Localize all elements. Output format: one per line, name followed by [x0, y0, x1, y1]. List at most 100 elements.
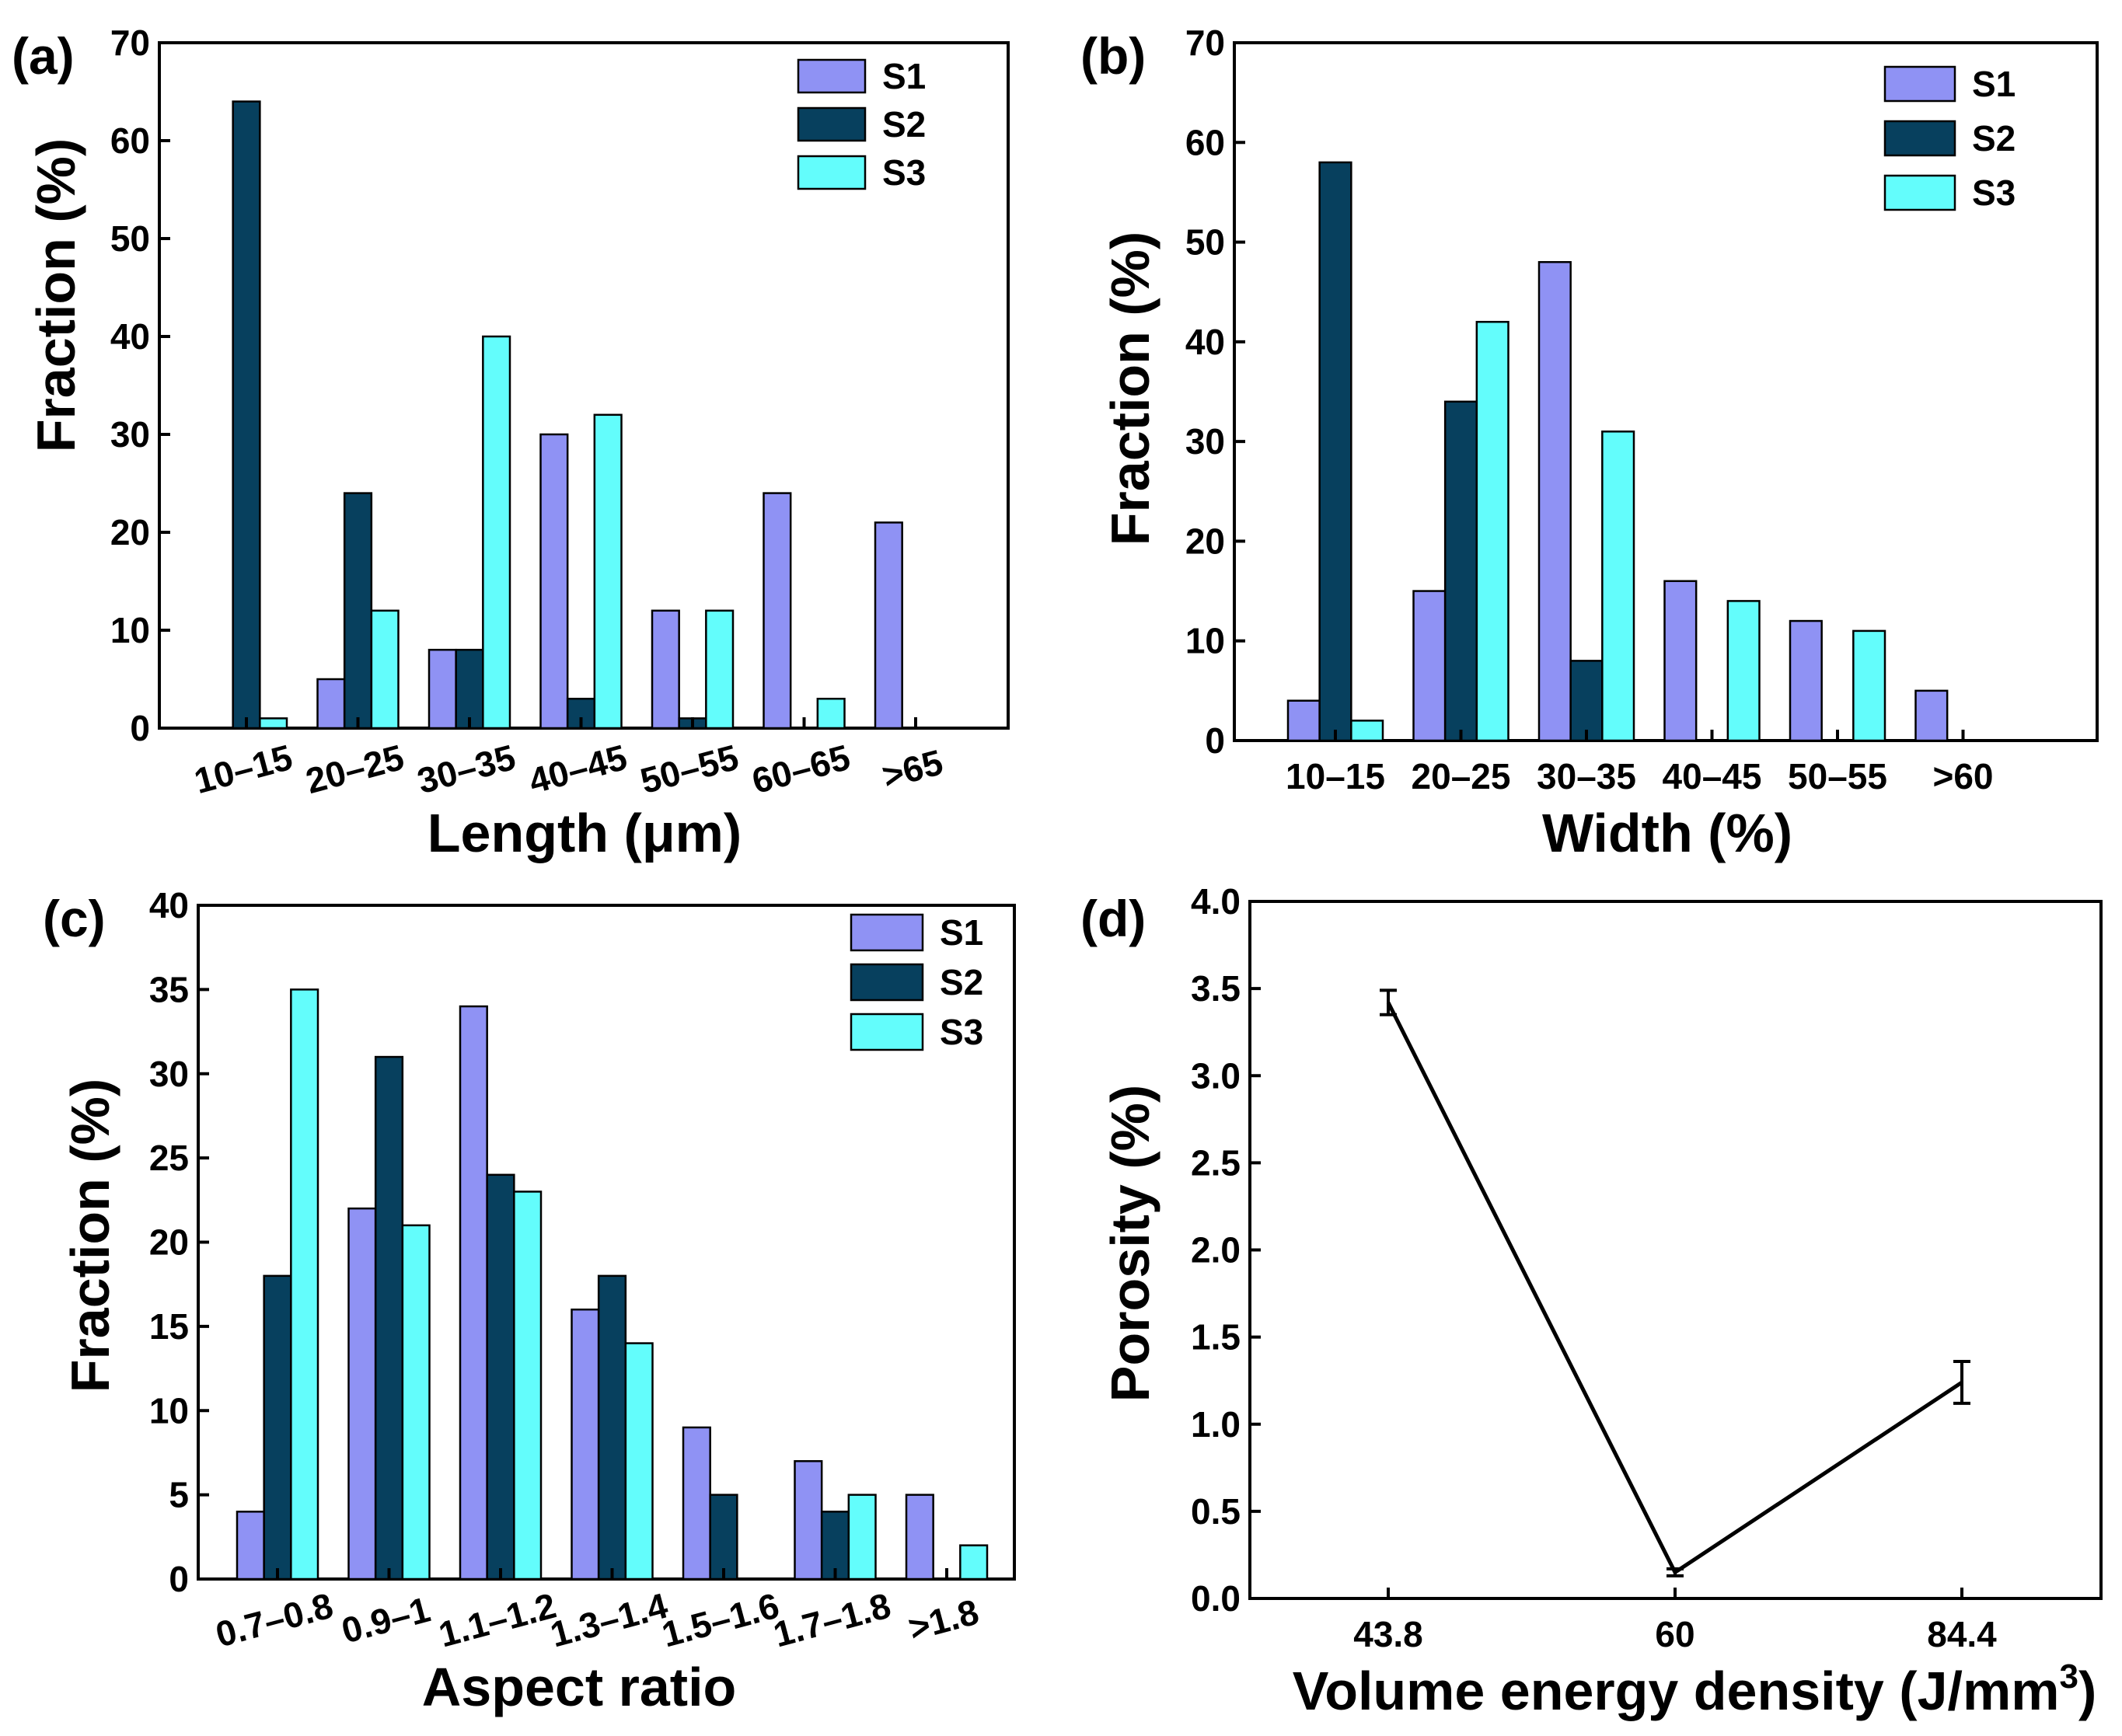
panel-c-bars — [236, 988, 989, 1581]
panel-b-label: (b) — [1080, 27, 1146, 85]
panel-b-y-tick-label: 30 — [1185, 421, 1225, 462]
panel-c-y-axis-title: Fraction (%) — [60, 1079, 120, 1393]
panel-a-bar-s2 — [232, 100, 261, 730]
panel-d-label: (d) — [1080, 890, 1146, 947]
legend-label-s3: S3 — [940, 1012, 983, 1052]
panel-c-y-ticks: 0 5 10 15 20 25 30 35 40 — [149, 885, 209, 1599]
panel-b-y-ticks: 0 10 20 30 40 50 60 70 — [1185, 23, 1245, 761]
panel-a-y-tick-label: 0 — [130, 708, 150, 748]
panel-d-y-tick-label: 4.0 — [1191, 881, 1241, 922]
panel-c-bar-s3 — [513, 1190, 543, 1581]
panel-a-bar-s3 — [705, 609, 735, 730]
panel-a-x-tick-label: 50–55 — [636, 737, 742, 801]
panel-a-bar-s1 — [428, 648, 457, 730]
panel-a-bar-s3 — [593, 413, 623, 730]
panel-a-bar-s1 — [651, 609, 680, 730]
panel-c-bar-s1 — [905, 1494, 934, 1581]
panel-c-bar-s1 — [347, 1207, 377, 1581]
panel-d-y-tick-label: 1.0 — [1191, 1404, 1241, 1445]
panel-a-y-tick-label: 10 — [110, 610, 150, 650]
panel-b-y-tick-label: 40 — [1185, 322, 1225, 362]
panel-b-bar-s1 — [1914, 689, 1949, 742]
panel-d-y-tick-label: 1.5 — [1191, 1317, 1241, 1358]
legend-swatch-s3 — [850, 1013, 924, 1051]
legend-label-s2: S2 — [882, 104, 926, 145]
panel-c-x-tick-label: 1.1–1.2 — [435, 1585, 560, 1655]
panel-b-bar-s1 — [1412, 590, 1447, 742]
panel-a-y-axis-title: Fraction (%) — [26, 138, 86, 452]
panel-a-y-tick-label: 20 — [110, 512, 150, 553]
panel-c-x-tick-label: >1.8 — [904, 1591, 982, 1649]
panel-d-series — [1380, 988, 1970, 1577]
panel-c-bar-s1 — [236, 1511, 265, 1581]
panel-a-bars — [232, 100, 903, 730]
panel-b-bar-s3 — [1475, 320, 1509, 742]
panel-a-bar-s1 — [874, 521, 903, 730]
panel-b-y-tick-label: 50 — [1185, 222, 1225, 263]
panel-b-x-tick-label: 50–55 — [1788, 756, 1887, 797]
panel-b-bar-s2 — [1443, 400, 1478, 742]
panel-c-y-tick-label: 40 — [149, 885, 189, 926]
legend-label-s2: S2 — [940, 962, 983, 1002]
panel-a-bar-s1 — [316, 678, 346, 730]
panel-b-x-tick-label: 10–15 — [1286, 756, 1385, 797]
panel-d-plot-frame — [1248, 900, 2103, 1600]
panel-a-bar-s3 — [482, 335, 511, 730]
panel-a-y-tick-label: 70 — [110, 23, 150, 63]
legend-swatch-s3 — [797, 155, 867, 190]
legend-label-s1: S1 — [882, 56, 926, 96]
panel-a-x-ticks: 10–15 20–25 30–35 40–45 50–55 60–65 >65 — [190, 717, 947, 801]
panel-c-bar-s3 — [290, 988, 319, 1581]
panel-a-bar-s3 — [370, 609, 400, 730]
panel-a-x-tick-label: 30–35 — [413, 737, 519, 801]
panel-b-y-tick-label: 10 — [1185, 621, 1225, 661]
panel-a-x-tick-label: 10–15 — [190, 737, 296, 801]
panel-a-y-tick-label: 60 — [110, 120, 150, 161]
panel-a-bar-s3 — [816, 697, 846, 730]
panel-c-x-tick-label: 1.3–1.4 — [546, 1584, 672, 1654]
panel-a-bar-s2 — [455, 648, 484, 730]
panel-a-y-tick-label: 40 — [110, 316, 150, 357]
legend-label-s2: S2 — [1972, 118, 2016, 159]
panel-c-label: (c) — [43, 890, 106, 947]
panel-c-bar-s3 — [959, 1544, 989, 1581]
panel-d-y-tick-label: 2.0 — [1191, 1230, 1241, 1271]
panel-a-bar-s3 — [259, 717, 288, 730]
panel-b-bar-s3 — [1852, 629, 1886, 742]
panel-c-y-tick-label: 20 — [149, 1222, 189, 1263]
panel-b-width-chart: (b) Fraction (%) Width (%) 0 10 20 30 40 50 60… — [1080, 23, 2099, 863]
panel-c-legend: S1 S2 S3 — [850, 912, 983, 1052]
panel-c-x-tick-label: 1.5–1.6 — [658, 1585, 784, 1655]
panel-c-x-tick-label: 0.7–0.8 — [211, 1585, 337, 1655]
panel-b-bar-s2 — [1318, 161, 1352, 742]
panel-d-y-tick-label: 0.0 — [1191, 1578, 1241, 1619]
panel-b-x-tick-label: 20–25 — [1412, 756, 1511, 797]
panel-b-bar-s3 — [1350, 720, 1384, 742]
legend-swatch-s2 — [850, 963, 924, 1002]
panel-c-y-tick-label: 5 — [169, 1475, 189, 1515]
panel-a-label: (a) — [12, 27, 75, 85]
panel-a-y-tick-label: 50 — [110, 218, 150, 259]
panel-b-bar-s1 — [1789, 619, 1823, 742]
panel-b-x-tick-label: 30–35 — [1537, 756, 1636, 797]
panel-d-y-tick-label: 2.5 — [1191, 1142, 1241, 1183]
panel-d-y-ticks: 0.0 0.5 1.0 1.5 2.0 2.5 3.0 3.5 4.0 — [1191, 881, 1261, 1619]
panel-c-aspect-ratio-chart: (c) Fraction (%) Aspect ratio 0 5 10 15 20 25… — [43, 885, 1016, 1717]
panel-c-bar-s1 — [459, 1005, 488, 1581]
panel-c-x-tick-label: 1.7–1.8 — [770, 1585, 895, 1655]
legend-swatch-s3 — [1883, 174, 1956, 211]
panel-d-x-tick-label: 60 — [1655, 1614, 1694, 1654]
panel-b-x-tick-label: >60 — [1932, 756, 1993, 797]
panel-c-bar-s1 — [794, 1460, 823, 1581]
panel-d-y-tick-label: 3.5 — [1191, 968, 1241, 1009]
panel-d-x-axis-title-main: Volume energy density (J/mm — [1293, 1661, 2060, 1721]
panel-d-x-axis-title-close: ) — [2078, 1661, 2096, 1721]
panel-b-bar-s3 — [1601, 431, 1635, 742]
panel-b-bar-s2 — [1569, 660, 1604, 742]
panel-c-bar-s2 — [263, 1274, 292, 1581]
panel-c-y-tick-label: 10 — [149, 1390, 189, 1431]
legend-swatch-s1 — [1883, 65, 1956, 103]
panel-b-y-tick-label: 20 — [1185, 521, 1225, 561]
panel-c-y-tick-label: 35 — [149, 969, 189, 1009]
